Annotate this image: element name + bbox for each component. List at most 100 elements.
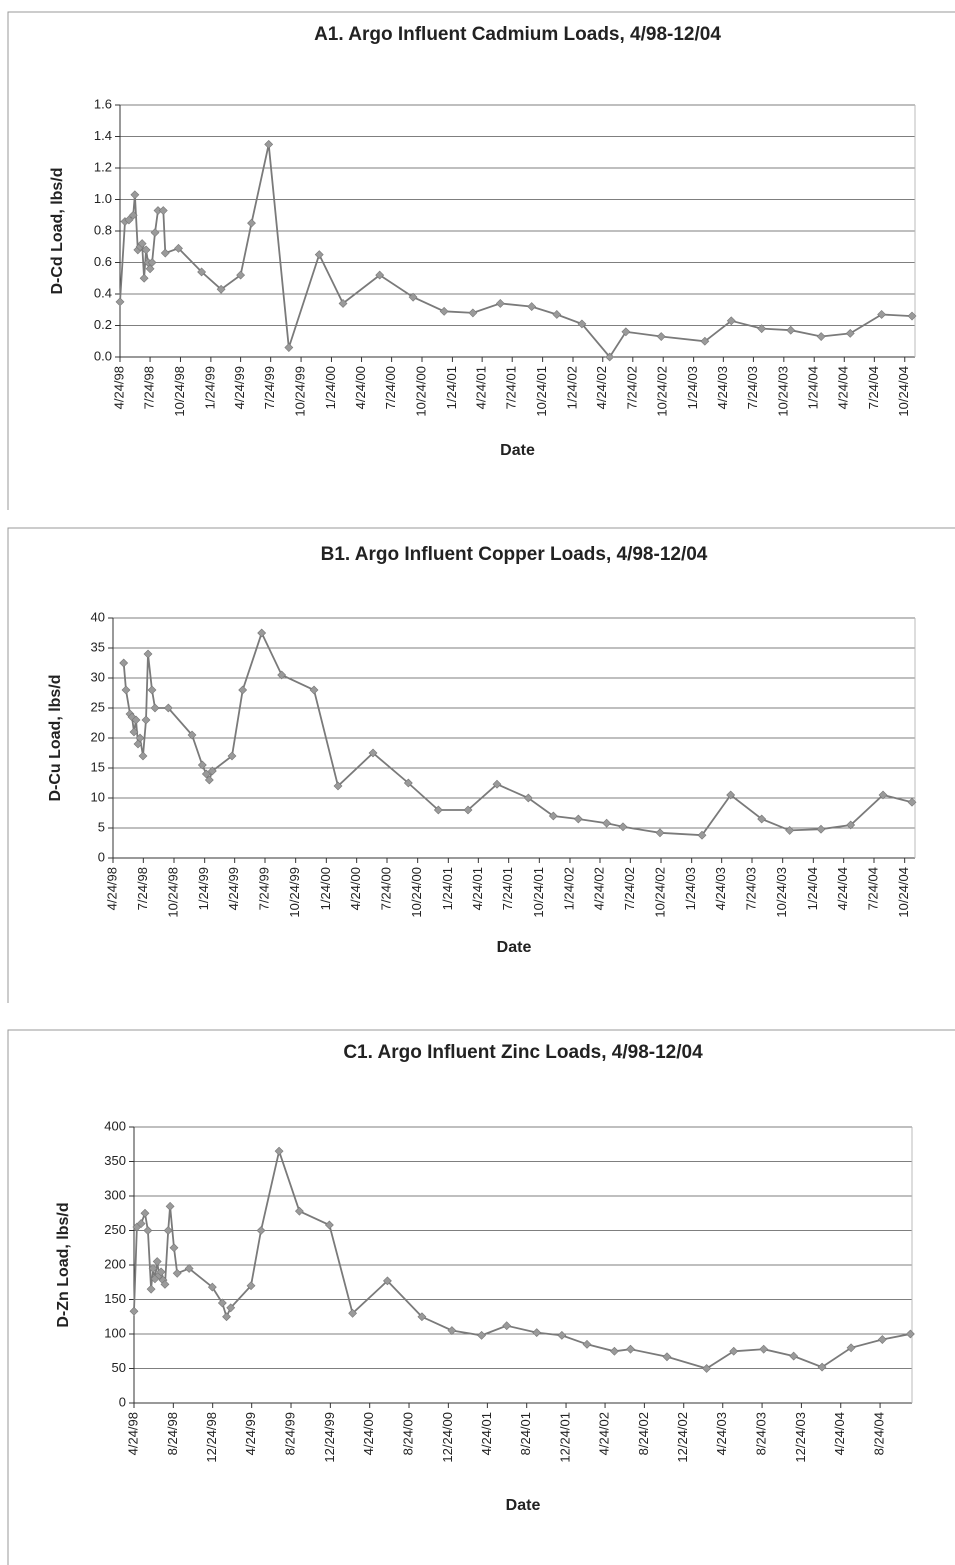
data-point [143,649,153,659]
x-axis-title: Date [506,1497,541,1514]
x-tick-label: 4/24/03 [714,1412,729,1455]
x-tick-label: 1/24/04 [805,867,820,910]
y-tick-label: 15 [91,759,105,774]
x-tick-label: 12/24/00 [440,1412,455,1463]
data-point [757,324,767,334]
x-tick-label: 4/24/02 [594,366,609,409]
x-tick-label: 1/24/00 [318,867,333,910]
x-tick-label: 1/24/99 [202,366,217,409]
x-tick-label: 10/24/98 [172,366,187,417]
data-point [277,670,287,680]
y-axis-title: D-Cd Load, lbs/d [49,167,66,294]
x-tick-label: 4/24/04 [832,1412,847,1455]
data-point [148,1264,158,1273]
data-point [348,1308,358,1318]
data-point [184,1264,194,1273]
x-tick-label: 10/24/00 [409,867,424,918]
x-tick-label: 8/24/99 [282,1412,297,1455]
data-point [124,215,134,225]
data-point [238,685,248,695]
x-tick-label: 4/24/01 [474,366,489,409]
data-point [907,311,917,321]
data-point [816,824,826,834]
data-point [447,1326,457,1335]
data-point [284,343,294,352]
data-point [626,1344,635,1354]
data-point [129,1306,139,1316]
x-tick-label: 4/24/01 [479,1412,494,1455]
x-tick-label: 7/24/98 [142,366,157,409]
y-tick-label: 0.8 [94,222,112,237]
chart-title: B1. Argo Influent Copper Loads, 4/98-12/… [321,544,708,565]
data-point [439,306,449,316]
data-point [257,628,267,638]
x-tick-label: 8/24/98 [165,1412,180,1455]
y-tick-label: 1.2 [94,159,112,174]
x-tick-label: 1/24/03 [683,867,698,910]
data-point [403,778,413,788]
data-point [495,299,505,308]
data-point [160,248,170,258]
data-point [468,308,478,318]
x-tick-label: 8/24/00 [400,1412,415,1455]
data-point [368,748,378,758]
x-tick-label: 10/24/01 [534,366,549,417]
x-tick-label: 4/24/03 [713,867,728,910]
data-point [577,319,587,329]
data-point [174,243,183,253]
data-point [502,1321,512,1331]
data-point [408,292,418,302]
data-point [163,703,173,713]
data-point [557,1330,567,1340]
data-point [729,1346,739,1356]
y-tick-label: 400 [104,1118,126,1133]
x-tick-label: 1/24/02 [564,366,579,409]
x-tick-label: 1/24/01 [440,867,455,910]
x-tick-label: 10/24/00 [413,366,428,417]
data-point [222,1312,231,1322]
data-point [655,828,665,838]
data-point [294,1206,304,1216]
x-tick-label: 4/24/99 [243,1412,258,1455]
x-tick-label: 4/24/00 [348,867,363,910]
data-point [697,830,707,840]
data-point [147,258,157,267]
x-tick-label: 4/24/03 [715,366,730,409]
x-tick-label: 10/24/98 [165,867,180,918]
y-tick-label: 300 [104,1187,126,1202]
y-tick-label: 150 [104,1291,126,1306]
data-point [702,1364,712,1373]
x-tick-label: 1/24/00 [323,366,338,409]
data-point [130,190,140,200]
data-point [128,210,138,220]
data-point [172,1268,182,1278]
y-tick-label: 0.6 [94,254,112,269]
data-point [621,327,631,337]
data-point [726,790,736,800]
y-tick-label: 1.4 [94,128,112,143]
data-point [201,769,211,779]
data-point [907,797,917,807]
x-tick-label: 7/24/00 [383,366,398,409]
data-point [165,1201,175,1211]
x-tick-label: 7/24/02 [622,867,637,910]
chart-frame [7,11,955,510]
x-tick-label: 4/24/98 [125,1412,140,1455]
data-point [609,1346,619,1356]
x-tick-label: 10/24/02 [652,867,667,918]
y-tick-label: 0 [98,849,105,864]
data-point [217,1298,227,1308]
data-point [548,811,558,821]
y-tick-label: 250 [104,1222,126,1237]
data-point [700,336,710,346]
data-point [147,685,157,695]
x-tick-label: 7/24/00 [378,867,393,910]
y-tick-label: 10 [91,789,105,804]
x-tick-label: 4/24/02 [596,1412,611,1455]
data-point [135,733,145,743]
y-tick-label: 25 [91,699,105,714]
data-point [131,715,141,725]
x-tick-label: 1/24/99 [196,867,211,910]
data-point [433,805,443,815]
